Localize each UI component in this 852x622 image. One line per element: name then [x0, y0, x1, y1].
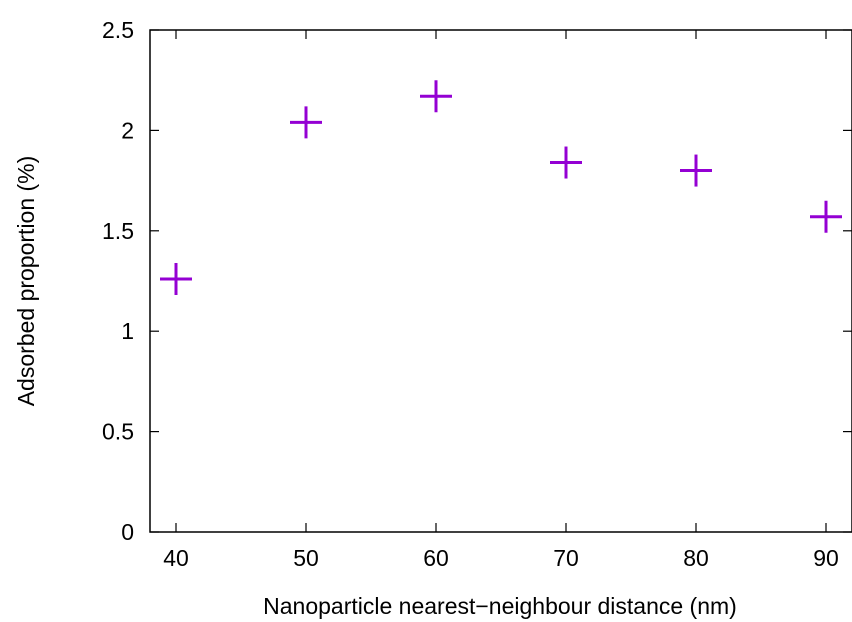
data-point-plus-marker	[290, 106, 322, 139]
tick-labels: 40 50 60 70 80 90 0 0.5 1 1.5 2 2.5	[102, 17, 839, 571]
y-tick-label: 0.5	[102, 419, 134, 445]
y-tick-label: 0	[121, 519, 134, 545]
x-axis-title: Nanoparticle nearest−neighbour distance …	[263, 593, 737, 619]
y-tick-label: 1	[121, 318, 134, 344]
data-point-plus-marker	[550, 146, 582, 179]
x-tick-label: 90	[813, 545, 839, 571]
data-point-plus-marker	[420, 80, 452, 113]
data-point-plus-marker	[680, 154, 712, 187]
y-tick-label: 1.5	[102, 218, 134, 244]
data-point-plus-marker	[810, 200, 842, 233]
data-point-plus-marker	[160, 262, 192, 295]
y-tick-label: 2.5	[102, 17, 134, 43]
x-tick-label: 60	[423, 545, 449, 571]
x-tick-label: 50	[293, 545, 319, 571]
data-points	[160, 80, 842, 295]
x-tick-label: 80	[683, 545, 709, 571]
y-tick-label: 2	[121, 117, 134, 143]
plot-frame	[149, 29, 852, 533]
axis-ticks	[150, 29, 852, 533]
x-tick-label: 70	[553, 545, 579, 571]
x-tick-label: 40	[163, 545, 189, 571]
y-axis-title: Adsorbed proportion (%)	[13, 156, 39, 407]
